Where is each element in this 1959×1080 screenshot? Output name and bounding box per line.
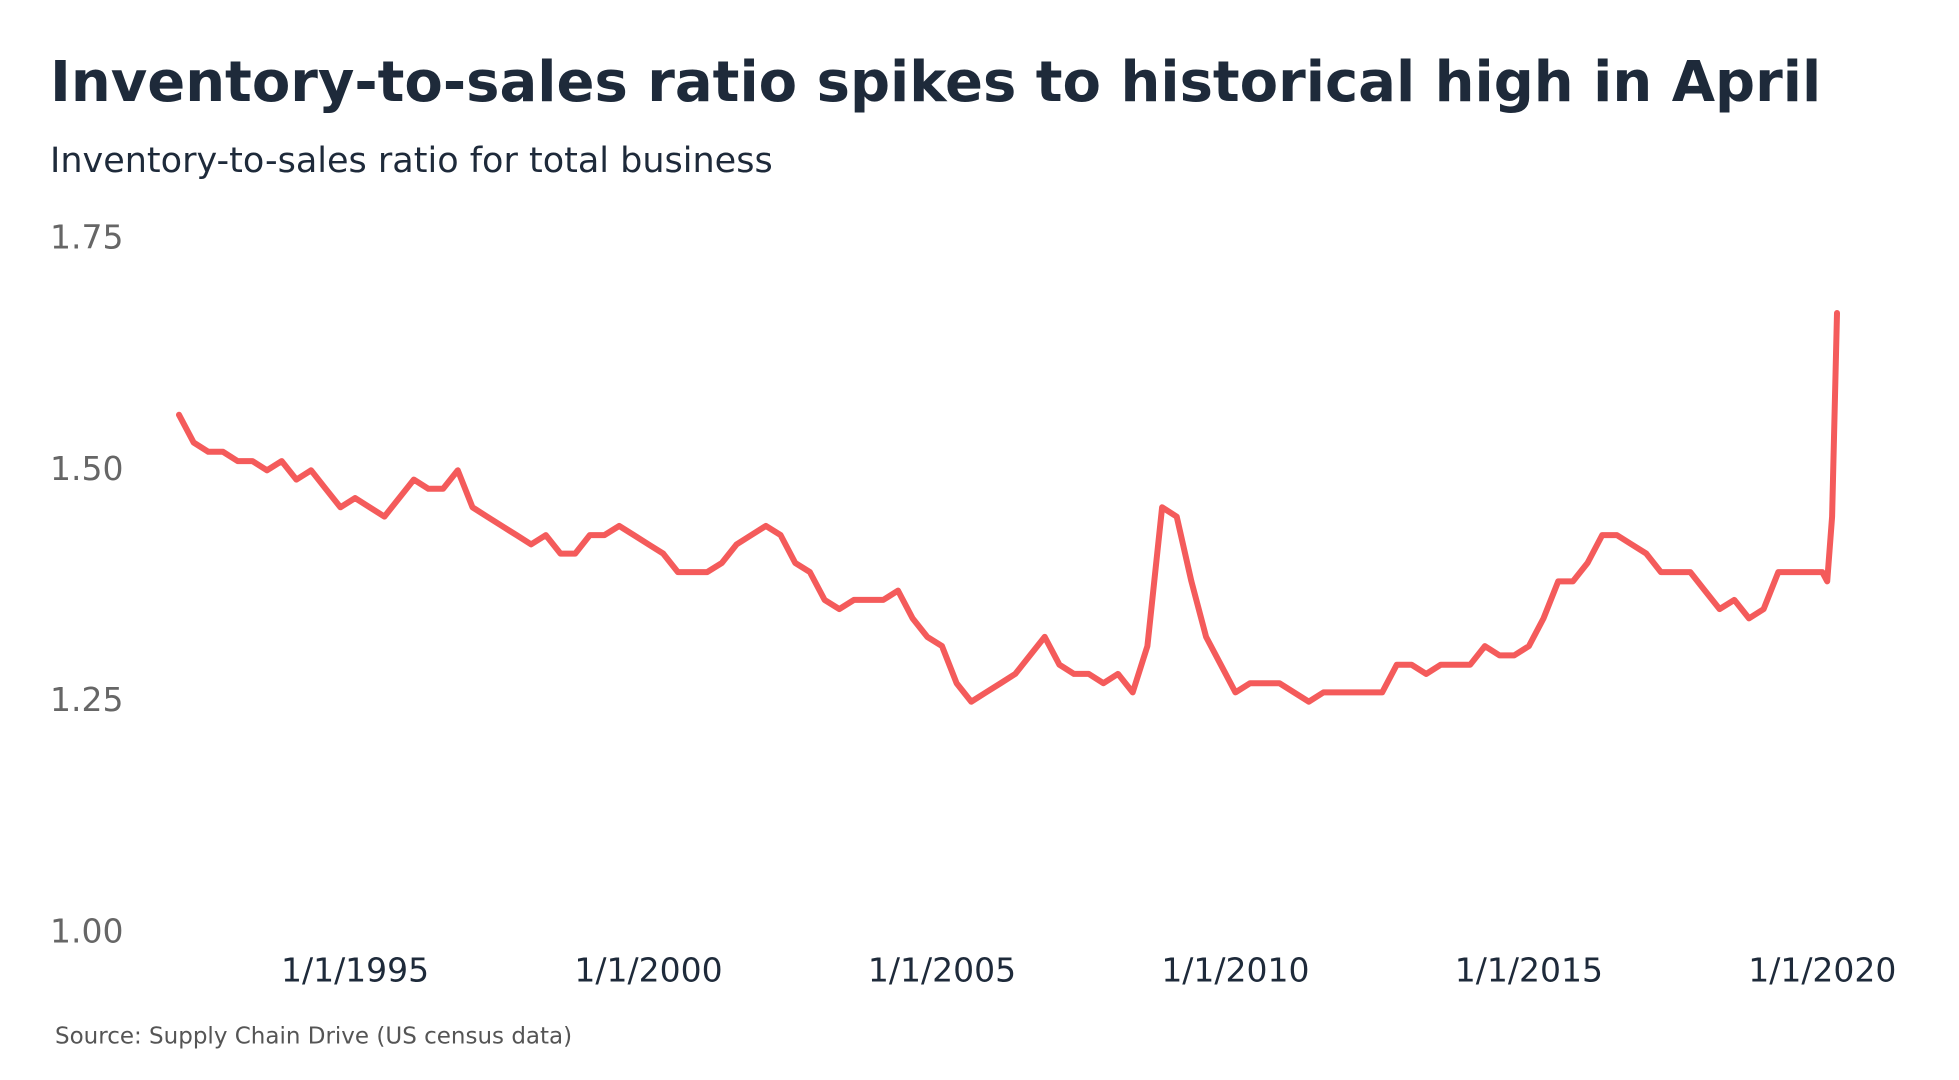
chart-title: Inventory-to-sales ratio spikes to histo… (50, 50, 1821, 115)
source-note: Source: Supply Chain Drive (US census da… (55, 1024, 572, 1050)
x-tick-label: 1/1/2020 (1748, 951, 1896, 990)
y-tick-label: 1.50 (50, 449, 123, 488)
chart-subtitle: Inventory-to-sales ratio for total busin… (50, 141, 773, 181)
x-tick-label: 1/1/2005 (868, 951, 1016, 990)
y-tick-label: 1.25 (50, 680, 123, 719)
x-tick-label: 1/1/1995 (281, 951, 429, 990)
y-tick-label: 1.75 (50, 218, 123, 257)
x-tick-label: 1/1/2010 (1161, 951, 1309, 990)
x-tick-label: 1/1/2015 (1455, 951, 1603, 990)
x-tick-label: 1/1/2000 (574, 951, 722, 990)
y-tick-label: 1.00 (50, 912, 123, 951)
data-line (176, 310, 1840, 705)
